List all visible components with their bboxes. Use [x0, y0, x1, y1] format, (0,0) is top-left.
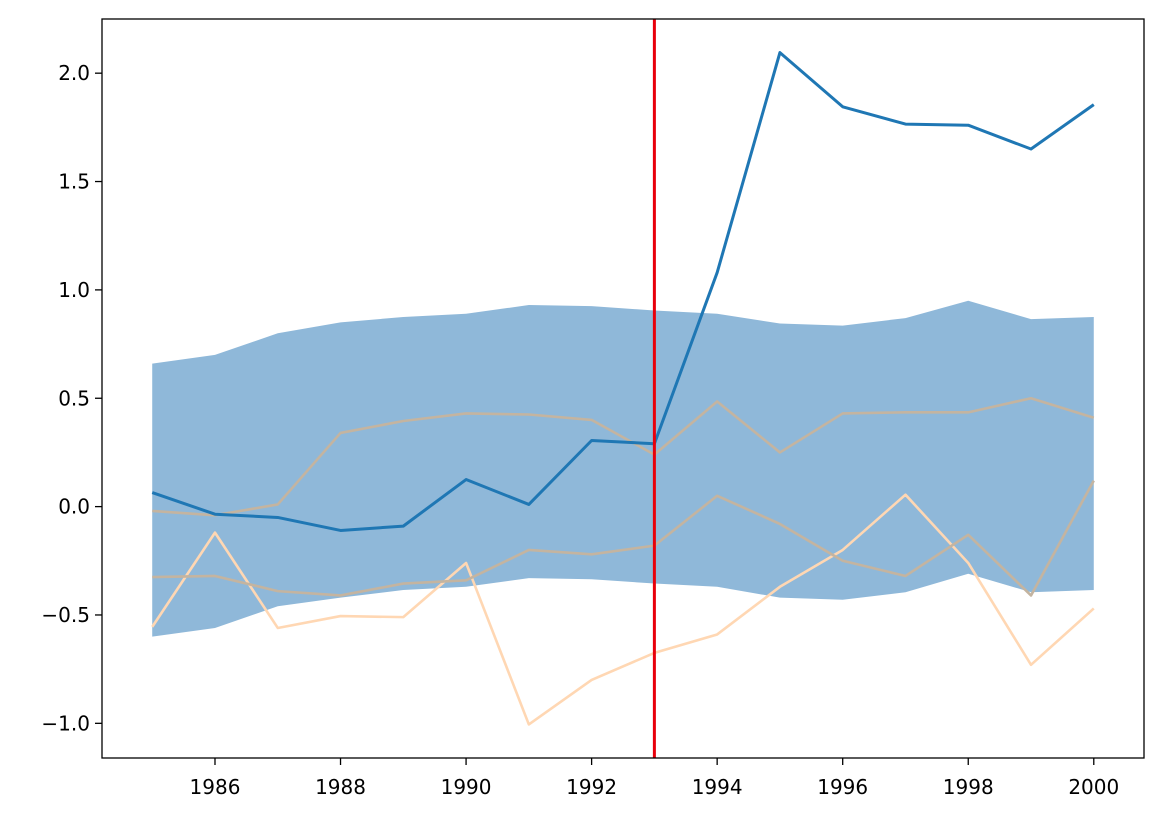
confidence-band	[152, 300, 1094, 637]
y-tick-label: 1.5	[58, 170, 90, 194]
x-tick-label: 1992	[566, 775, 617, 799]
y-tick-label: −0.5	[41, 603, 90, 627]
series-line-3	[152, 396, 1095, 517]
y-tick-label: −1.0	[41, 711, 90, 735]
x-tick-label: 1988	[315, 775, 366, 799]
x-tick-label: 1990	[441, 775, 492, 799]
y-tick-label: 1.0	[58, 278, 90, 302]
y-tick-label: 0.0	[58, 495, 90, 519]
x-tick-label: 1994	[692, 775, 743, 799]
y-tick-label: 0.5	[58, 386, 90, 410]
x-tick-label: 1998	[943, 775, 994, 799]
x-axis: 1986 1988 1990 1992 1994 1996 1998 2000	[190, 758, 1119, 799]
series-line-4	[152, 479, 1095, 597]
series-line-2	[151, 493, 1095, 726]
series-line-1	[151, 51, 1095, 532]
confidence-band-layer	[152, 300, 1094, 637]
series-layer	[151, 51, 1095, 726]
x-tick-label: 1996	[817, 775, 868, 799]
y-tick-label: 2.0	[58, 61, 90, 85]
x-tick-label: 2000	[1068, 775, 1119, 799]
y-axis: −1.0 −0.5 0.0 0.5 1.0 1.5 2.0	[41, 61, 102, 735]
plot-frame	[101, 18, 1145, 759]
x-tick-label: 1986	[190, 775, 241, 799]
